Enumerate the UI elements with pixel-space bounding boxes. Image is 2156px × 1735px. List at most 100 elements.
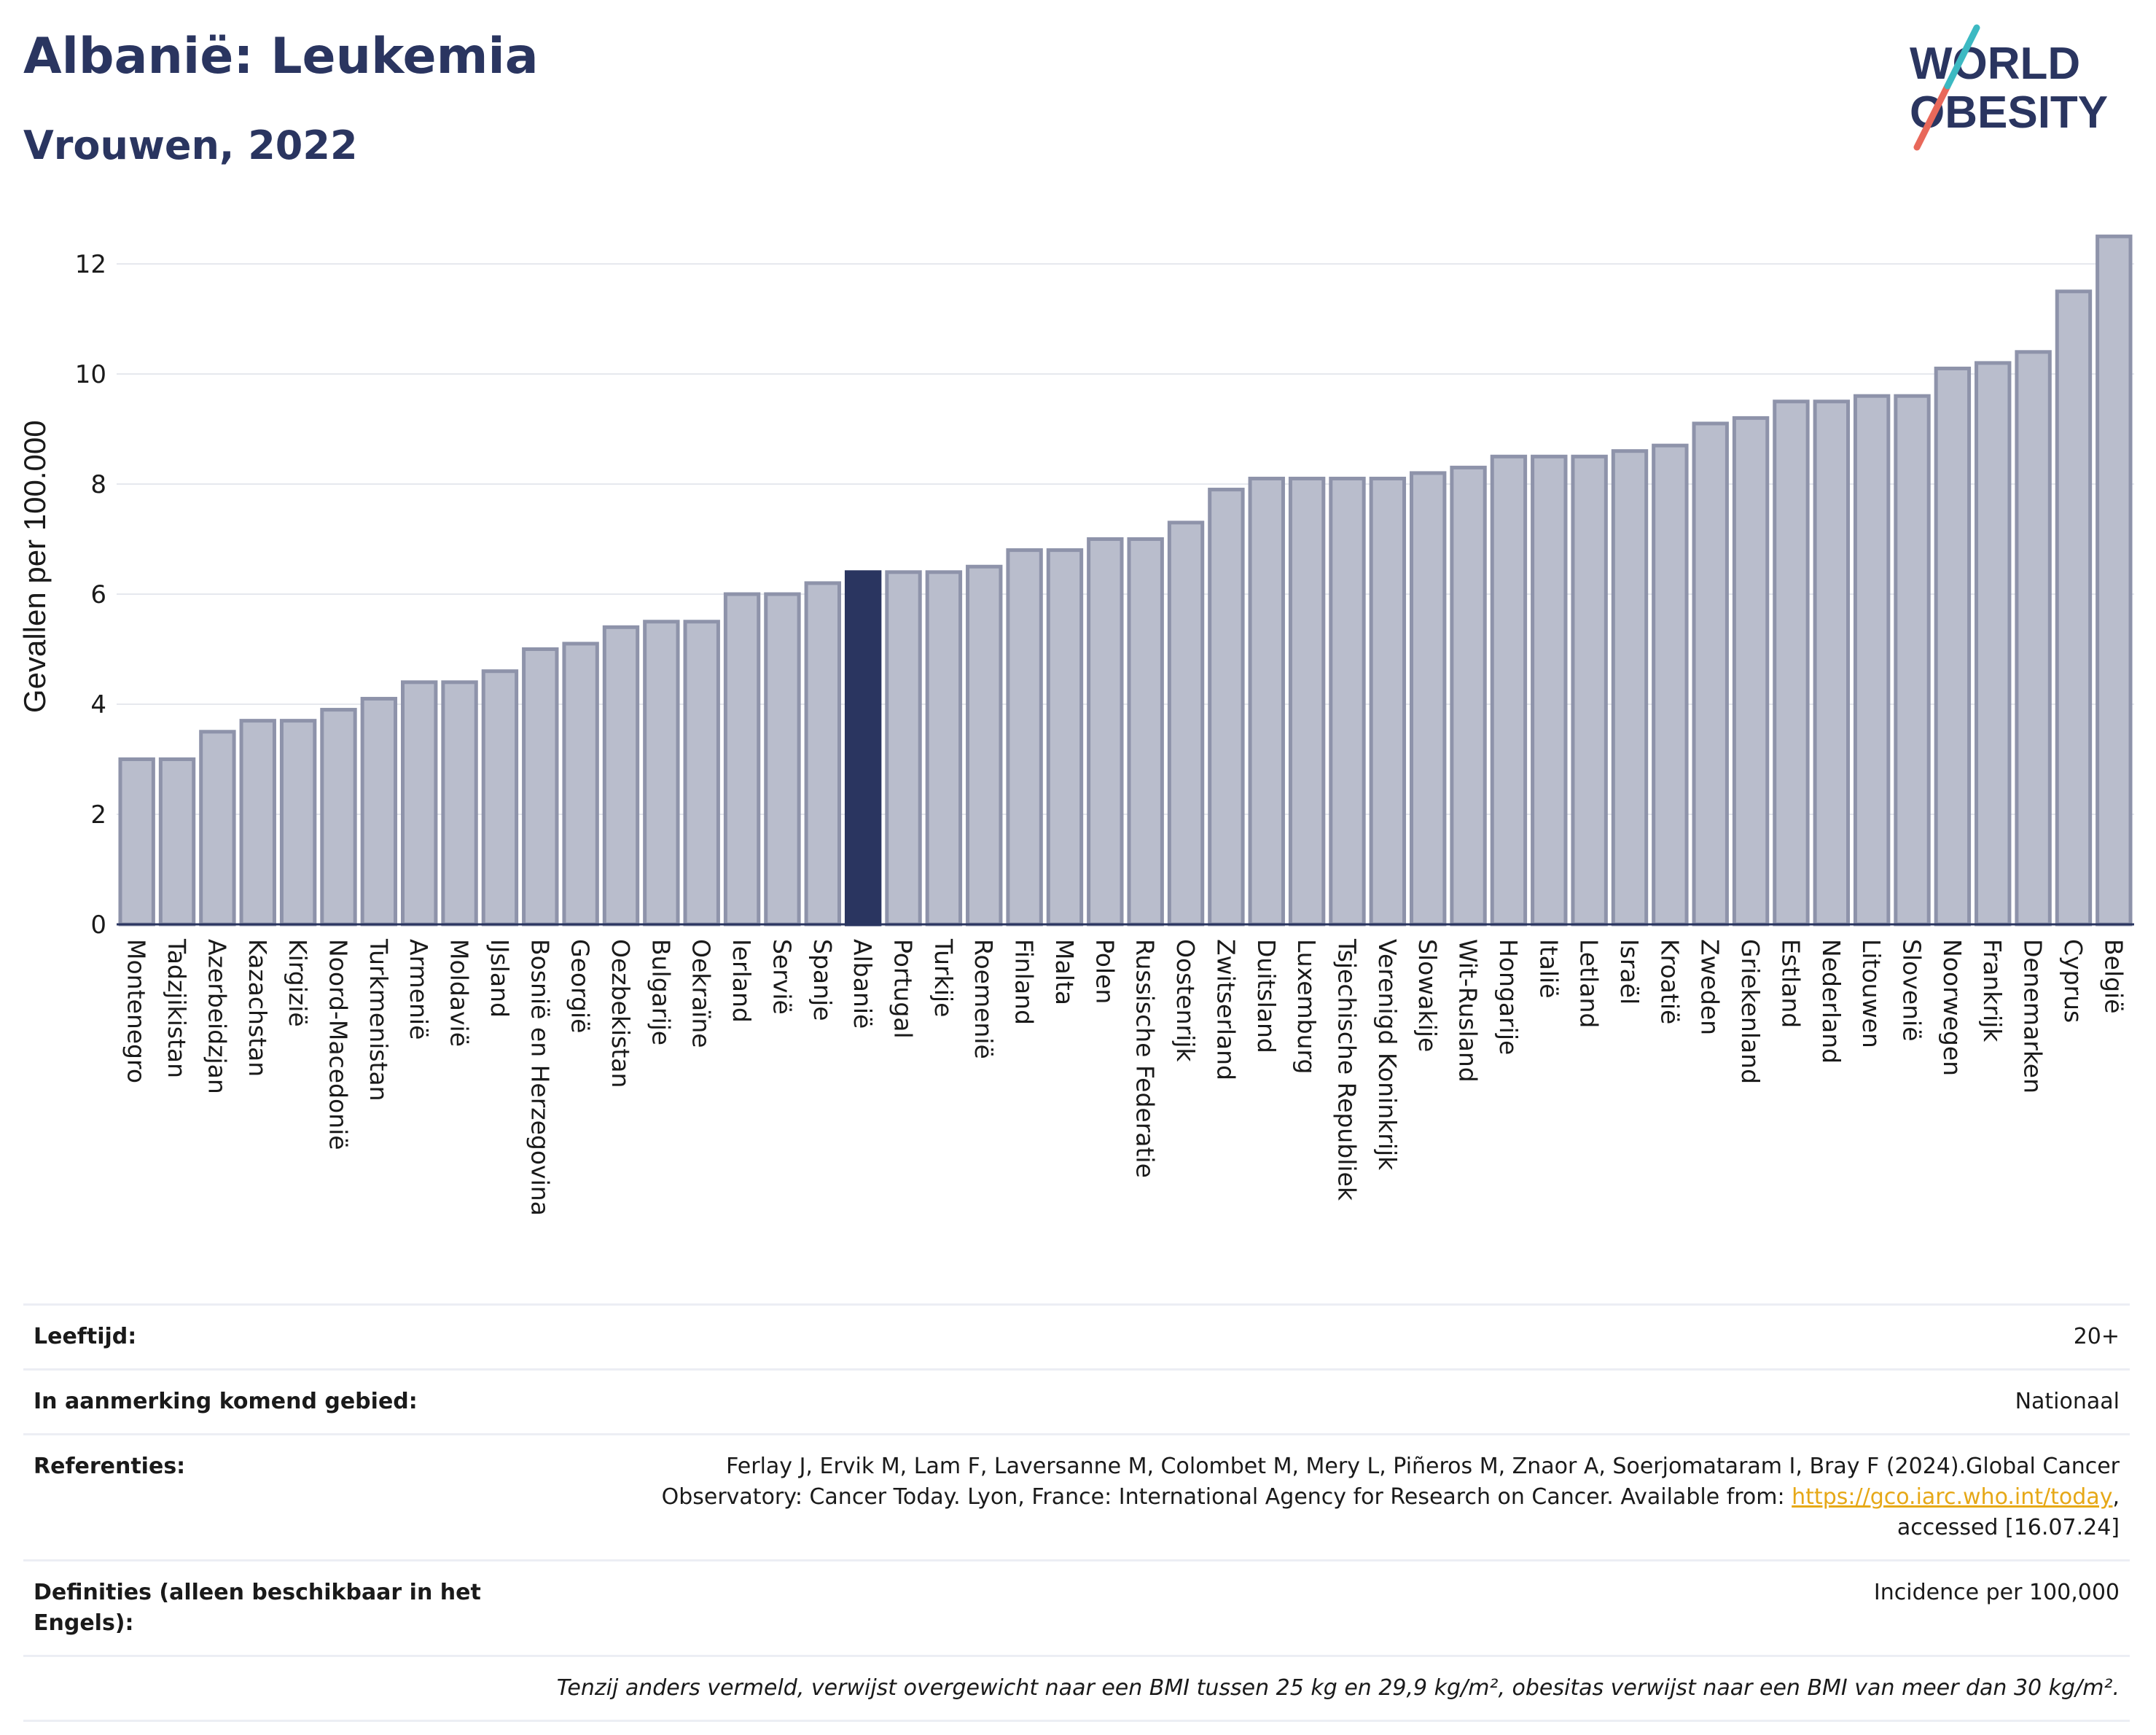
x-tick-label: Slowakije <box>1413 939 1442 1052</box>
bar <box>1853 394 1891 927</box>
bar <box>966 564 1003 927</box>
info-row-area: In aanmerking komend gebied: Nationaal <box>23 1368 2130 1433</box>
bar <box>320 708 357 927</box>
x-tick-label: Griekenland <box>1736 939 1765 1084</box>
x-tick-label: Bulgarije <box>647 939 675 1045</box>
x-tick-label: Roemenië <box>969 939 998 1059</box>
references-label: Referenties: <box>34 1454 186 1479</box>
bar <box>118 757 155 927</box>
bar <box>1894 394 1931 927</box>
bar <box>441 680 478 927</box>
x-tick-label: Noorwegen <box>1938 939 1966 1076</box>
x-tick-label: Spanje <box>808 939 837 1021</box>
page-title: Albanië: Leukemia <box>23 28 539 85</box>
bar <box>1490 454 1528 927</box>
x-tick-label: Georgië <box>566 939 595 1033</box>
y-tick-label: 0 <box>90 911 106 940</box>
references-link[interactable]: https://gco.iarc.who.int/today <box>1792 1484 2113 1510</box>
x-tick-label: België <box>2099 939 2128 1014</box>
bar <box>643 620 680 927</box>
x-tick-label: Ierland <box>727 939 756 1023</box>
info-row-definitions: Definities (alleen beschikbaar in het En… <box>23 1559 2130 1655</box>
bar <box>1248 476 1285 927</box>
references-line3: accessed [16.07.24] <box>1897 1515 2120 1540</box>
bar <box>158 757 196 927</box>
x-tick-label: Portugal <box>889 939 918 1039</box>
bar <box>279 719 317 927</box>
bar <box>1167 520 1205 927</box>
page-subtitle: Vrouwen, 2022 <box>23 122 358 168</box>
references-line2: Observatory: Cancer Today. Lyon, France:… <box>661 1484 1792 1510</box>
bar-highlighted <box>844 570 882 927</box>
x-tick-label: Slovenië <box>1898 939 1926 1042</box>
bar <box>1692 421 1729 927</box>
x-tick-label: Nederland <box>1817 939 1846 1064</box>
y-tick-label: 8 <box>90 470 106 499</box>
x-tick-label: Frankrijk <box>1978 939 2007 1042</box>
bar <box>199 730 236 927</box>
bar <box>1934 366 1972 927</box>
x-tick-label: Wit-Rusland <box>1454 939 1483 1083</box>
x-tick-label: Hongarije <box>1494 939 1523 1055</box>
info-table: Leeftijd: 20+ In aanmerking komend gebie… <box>23 1303 2130 1722</box>
bar <box>401 680 438 927</box>
bar-chart: 0 2 4 6 8 10 12 Gevallen per 100.000 Montenegro T… <box>17 234 2134 1216</box>
bar <box>723 592 761 927</box>
x-tick-label: Denemarken <box>2019 939 2047 1093</box>
x-tick-label: Montenegro <box>122 939 151 1083</box>
bar <box>562 642 599 927</box>
bar <box>885 570 922 927</box>
logo-slash-teal <box>1944 24 1980 90</box>
x-tick-label: Servië <box>768 939 796 1015</box>
logo-slash-red <box>1913 82 1951 151</box>
x-tick-label: Oezbekistan <box>606 939 635 1088</box>
x-tick-label: Bosnië en Herzegovina <box>526 939 554 1216</box>
bar <box>925 570 963 927</box>
bar <box>1732 416 1770 927</box>
bar <box>1046 548 1084 927</box>
bar <box>1288 476 1326 927</box>
references-value: Ferlay J, Ervik M, Lam F, Laversanne M, … <box>500 1451 2120 1543</box>
bar <box>1208 488 1245 927</box>
x-tick-label: Albanië <box>848 939 877 1029</box>
x-tick-label: Finland <box>1010 939 1039 1025</box>
info-row-references: Referenties: Ferlay J, Ervik M, Lam F, L… <box>23 1433 2130 1559</box>
bar <box>602 625 640 927</box>
x-tick-label: Tsjechische Republiek <box>1332 938 1361 1201</box>
x-tick-label: Estland <box>1776 939 1805 1028</box>
x-tick-label: Kirgizië <box>284 939 312 1027</box>
x-tick-label: Oekraïne <box>687 939 716 1048</box>
x-tick-label: Kazachstan <box>243 939 272 1077</box>
x-tick-label: Zweden <box>1696 939 1725 1035</box>
x-tick-label: Litouwen <box>1857 939 1886 1048</box>
y-tick-label: 6 <box>90 580 106 609</box>
x-tick-label: Polen <box>1090 939 1119 1004</box>
x-tick-label: Moldavië <box>445 939 474 1047</box>
x-tick-label: Kroatië <box>1655 939 1684 1024</box>
x-tick-label: Verenigd Koninkrijk <box>1373 939 1402 1171</box>
bar <box>1531 454 1568 927</box>
bar <box>1773 399 1810 927</box>
y-tick-label: 12 <box>75 250 106 279</box>
bar <box>1006 548 1043 927</box>
bar <box>1410 471 1447 927</box>
references-line1: Ferlay J, Ervik M, Lam F, Laversanne M, … <box>726 1454 2120 1479</box>
area-value: Nationaal <box>2015 1389 2120 1414</box>
bar <box>360 696 398 927</box>
x-tick-label: Turkije <box>929 938 958 1017</box>
info-row-age: Leeftijd: 20+ <box>23 1303 2130 1368</box>
x-tick-label: Israël <box>1615 939 1644 1005</box>
definitions-value: Incidence per 100,000 <box>1873 1580 2120 1605</box>
x-tick-label: Azerbeidzjan <box>203 939 231 1094</box>
x-tick-label: Oostenrijk <box>1171 939 1200 1062</box>
x-tick-label: Turkmenistan <box>364 938 393 1102</box>
x-tick-label: Italië <box>1534 939 1563 999</box>
age-label: Leeftijd: <box>34 1324 137 1349</box>
bar <box>1813 399 1850 927</box>
y-axis-title: Gevallen per 100.000 <box>17 420 52 713</box>
x-tick-label: Tadzjikistan <box>163 938 191 1078</box>
x-tick-label: Luxemburg <box>1292 939 1321 1074</box>
age-value: 20+ <box>2073 1324 2120 1349</box>
bar <box>1571 454 1608 927</box>
x-tick-label: Letland <box>1575 939 1604 1028</box>
